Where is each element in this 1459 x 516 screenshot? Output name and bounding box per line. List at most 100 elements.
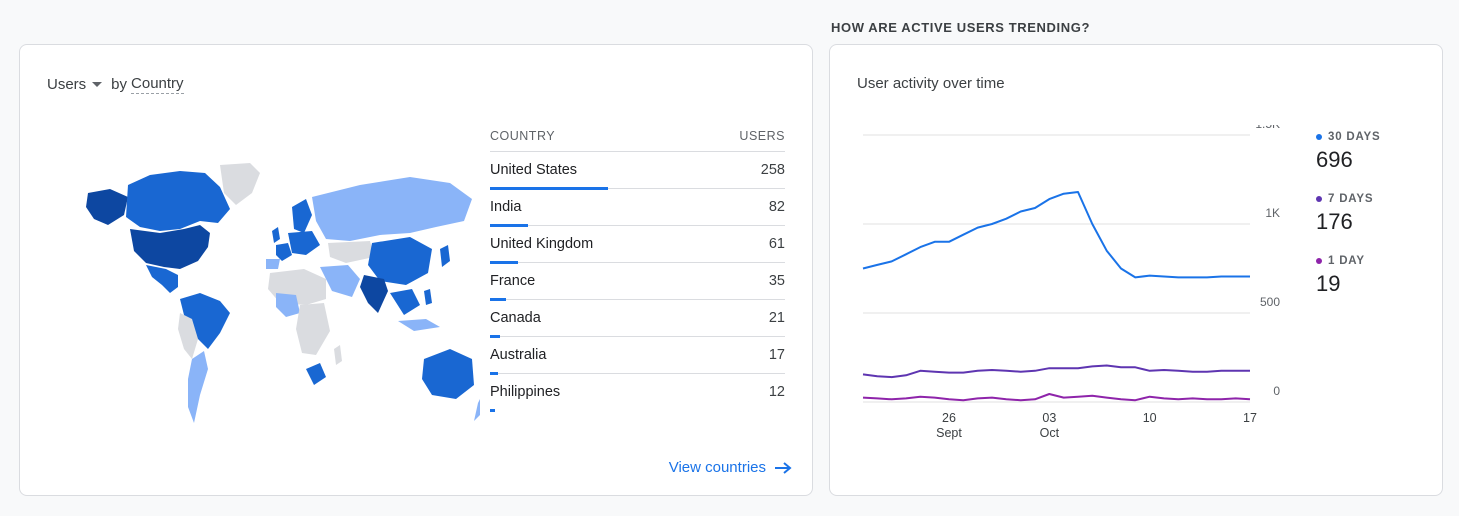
legend-label-text: 1 DAY (1328, 255, 1365, 267)
map-canada[interactable] (126, 171, 230, 231)
map-kazakhstan[interactable] (328, 241, 374, 263)
country-name: Philippines (490, 384, 561, 400)
legend-label-text: 30 DAYS (1328, 131, 1381, 143)
share-bar (490, 372, 498, 375)
map-australia[interactable] (422, 349, 474, 399)
map-central-africa[interactable] (296, 303, 330, 355)
table-row[interactable]: France 35 (490, 263, 785, 301)
country-name: India (490, 199, 522, 215)
country-name: France (490, 273, 536, 289)
map-scandinavia[interactable] (292, 199, 312, 233)
legend-dot-icon (1316, 134, 1322, 140)
section-heading-trend: HOW ARE ACTIVE USERS TRENDING? (831, 20, 1090, 35)
map-new-zealand[interactable] (474, 399, 480, 421)
view-countries-link[interactable]: View countries (669, 459, 792, 476)
series-line-7-days[interactable] (862, 364, 1250, 379)
x-tick-label: 03 (1042, 411, 1056, 425)
caret-down-icon (92, 82, 103, 87)
series-line-30-days[interactable] (862, 191, 1250, 279)
x-tick-label: 17 (1243, 411, 1257, 425)
user-count: 35 (768, 273, 785, 289)
country-name: United Kingdom (490, 236, 594, 252)
map-france[interactable] (276, 243, 292, 261)
user-count: 82 (768, 199, 785, 215)
share-bar (490, 187, 608, 190)
chart-legend: 30 DAYS 696 7 DAYS 176 1 DAY 19 (1316, 131, 1380, 317)
world-map[interactable] (80, 163, 480, 435)
legend-item: 7 DAYS 176 (1316, 193, 1380, 235)
view-countries-label: View countries (668, 459, 766, 476)
map-middle-east[interactable] (320, 265, 360, 297)
table-row[interactable]: United States 258 (490, 152, 785, 190)
table-row[interactable]: United Kingdom 61 (490, 226, 785, 264)
user-count: 258 (760, 162, 785, 178)
map-alaska[interactable] (86, 189, 128, 225)
map-china[interactable] (368, 237, 432, 285)
map-greenland[interactable] (220, 163, 260, 205)
legend-label: 30 DAYS (1316, 131, 1380, 143)
column-header-country[interactable]: COUNTRY (490, 129, 556, 143)
legend-dot-icon (1316, 196, 1322, 202)
country-table: COUNTRY USERS United States 258 India 82 Uni… (490, 121, 785, 412)
map-south-america-west[interactable] (178, 313, 198, 359)
y-tick-label: 0 (1273, 384, 1280, 398)
user-activity-card: User activity over time 0 500 1K 1.5K 26Sept… (829, 44, 1443, 496)
y-tick-label: 1.5K (1255, 125, 1280, 131)
country-name: United States (490, 162, 578, 178)
map-mexico[interactable] (146, 265, 178, 293)
map-india[interactable] (360, 275, 388, 313)
map-west-africa[interactable] (276, 293, 300, 317)
legend-item: 30 DAYS 696 (1316, 131, 1380, 173)
country-name: Canada (490, 310, 541, 326)
map-indonesia[interactable] (398, 319, 440, 331)
map-russia[interactable] (312, 177, 472, 241)
y-tick-label: 1K (1265, 206, 1280, 220)
x-tick-label: 10 (1143, 411, 1157, 425)
map-madagascar[interactable] (334, 345, 342, 365)
map-united-kingdom[interactable] (272, 227, 280, 243)
share-bar (490, 409, 496, 412)
map-japan[interactable] (440, 245, 450, 267)
legend-dot-icon (1316, 258, 1322, 264)
map-south-africa[interactable] (306, 363, 326, 385)
user-count: 21 (768, 310, 785, 326)
legend-item: 1 DAY 19 (1316, 255, 1380, 297)
x-tick-sublabel: Sept (936, 426, 962, 440)
legend-value: 19 (1316, 271, 1341, 296)
user-count: 61 (768, 236, 785, 252)
dimension-selector[interactable]: Country (131, 75, 184, 94)
series-line-1-day[interactable] (862, 393, 1251, 402)
map-south-america-north[interactable] (180, 293, 230, 349)
share-bar (490, 261, 518, 264)
table-row[interactable]: Philippines 12 (490, 374, 785, 412)
map-spain[interactable] (266, 259, 280, 269)
map-southeast-asia[interactable] (390, 289, 420, 315)
legend-label: 7 DAYS (1316, 193, 1380, 205)
country-name: Australia (490, 347, 547, 363)
user-count: 12 (768, 384, 785, 400)
card-title: User activity over time (857, 75, 1005, 92)
column-header-users[interactable]: USERS (739, 129, 785, 143)
legend-label-text: 7 DAYS (1328, 193, 1374, 205)
table-row[interactable]: India 82 (490, 189, 785, 227)
by-label: by (111, 76, 128, 93)
arrow-right-icon (775, 461, 792, 474)
table-row[interactable]: Australia 17 (490, 337, 785, 375)
share-bar (490, 298, 506, 301)
metric-selector[interactable]: Users (47, 76, 111, 93)
table-row[interactable]: Canada 21 (490, 300, 785, 338)
user-count: 17 (768, 347, 785, 363)
x-tick-sublabel: Oct (1040, 426, 1060, 440)
metric-label: Users (47, 76, 87, 93)
map-europe-central[interactable] (288, 231, 320, 255)
map-argentina[interactable] (188, 351, 208, 423)
x-tick-label: 26 (942, 411, 956, 425)
legend-label: 1 DAY (1316, 255, 1380, 267)
share-bar (490, 335, 500, 338)
map-united-states[interactable] (130, 225, 210, 269)
table-header: COUNTRY USERS (490, 121, 785, 152)
map-philippines[interactable] (424, 289, 432, 305)
users-by-country-card: Users by Country (19, 44, 813, 496)
y-tick-label: 500 (1260, 295, 1280, 309)
